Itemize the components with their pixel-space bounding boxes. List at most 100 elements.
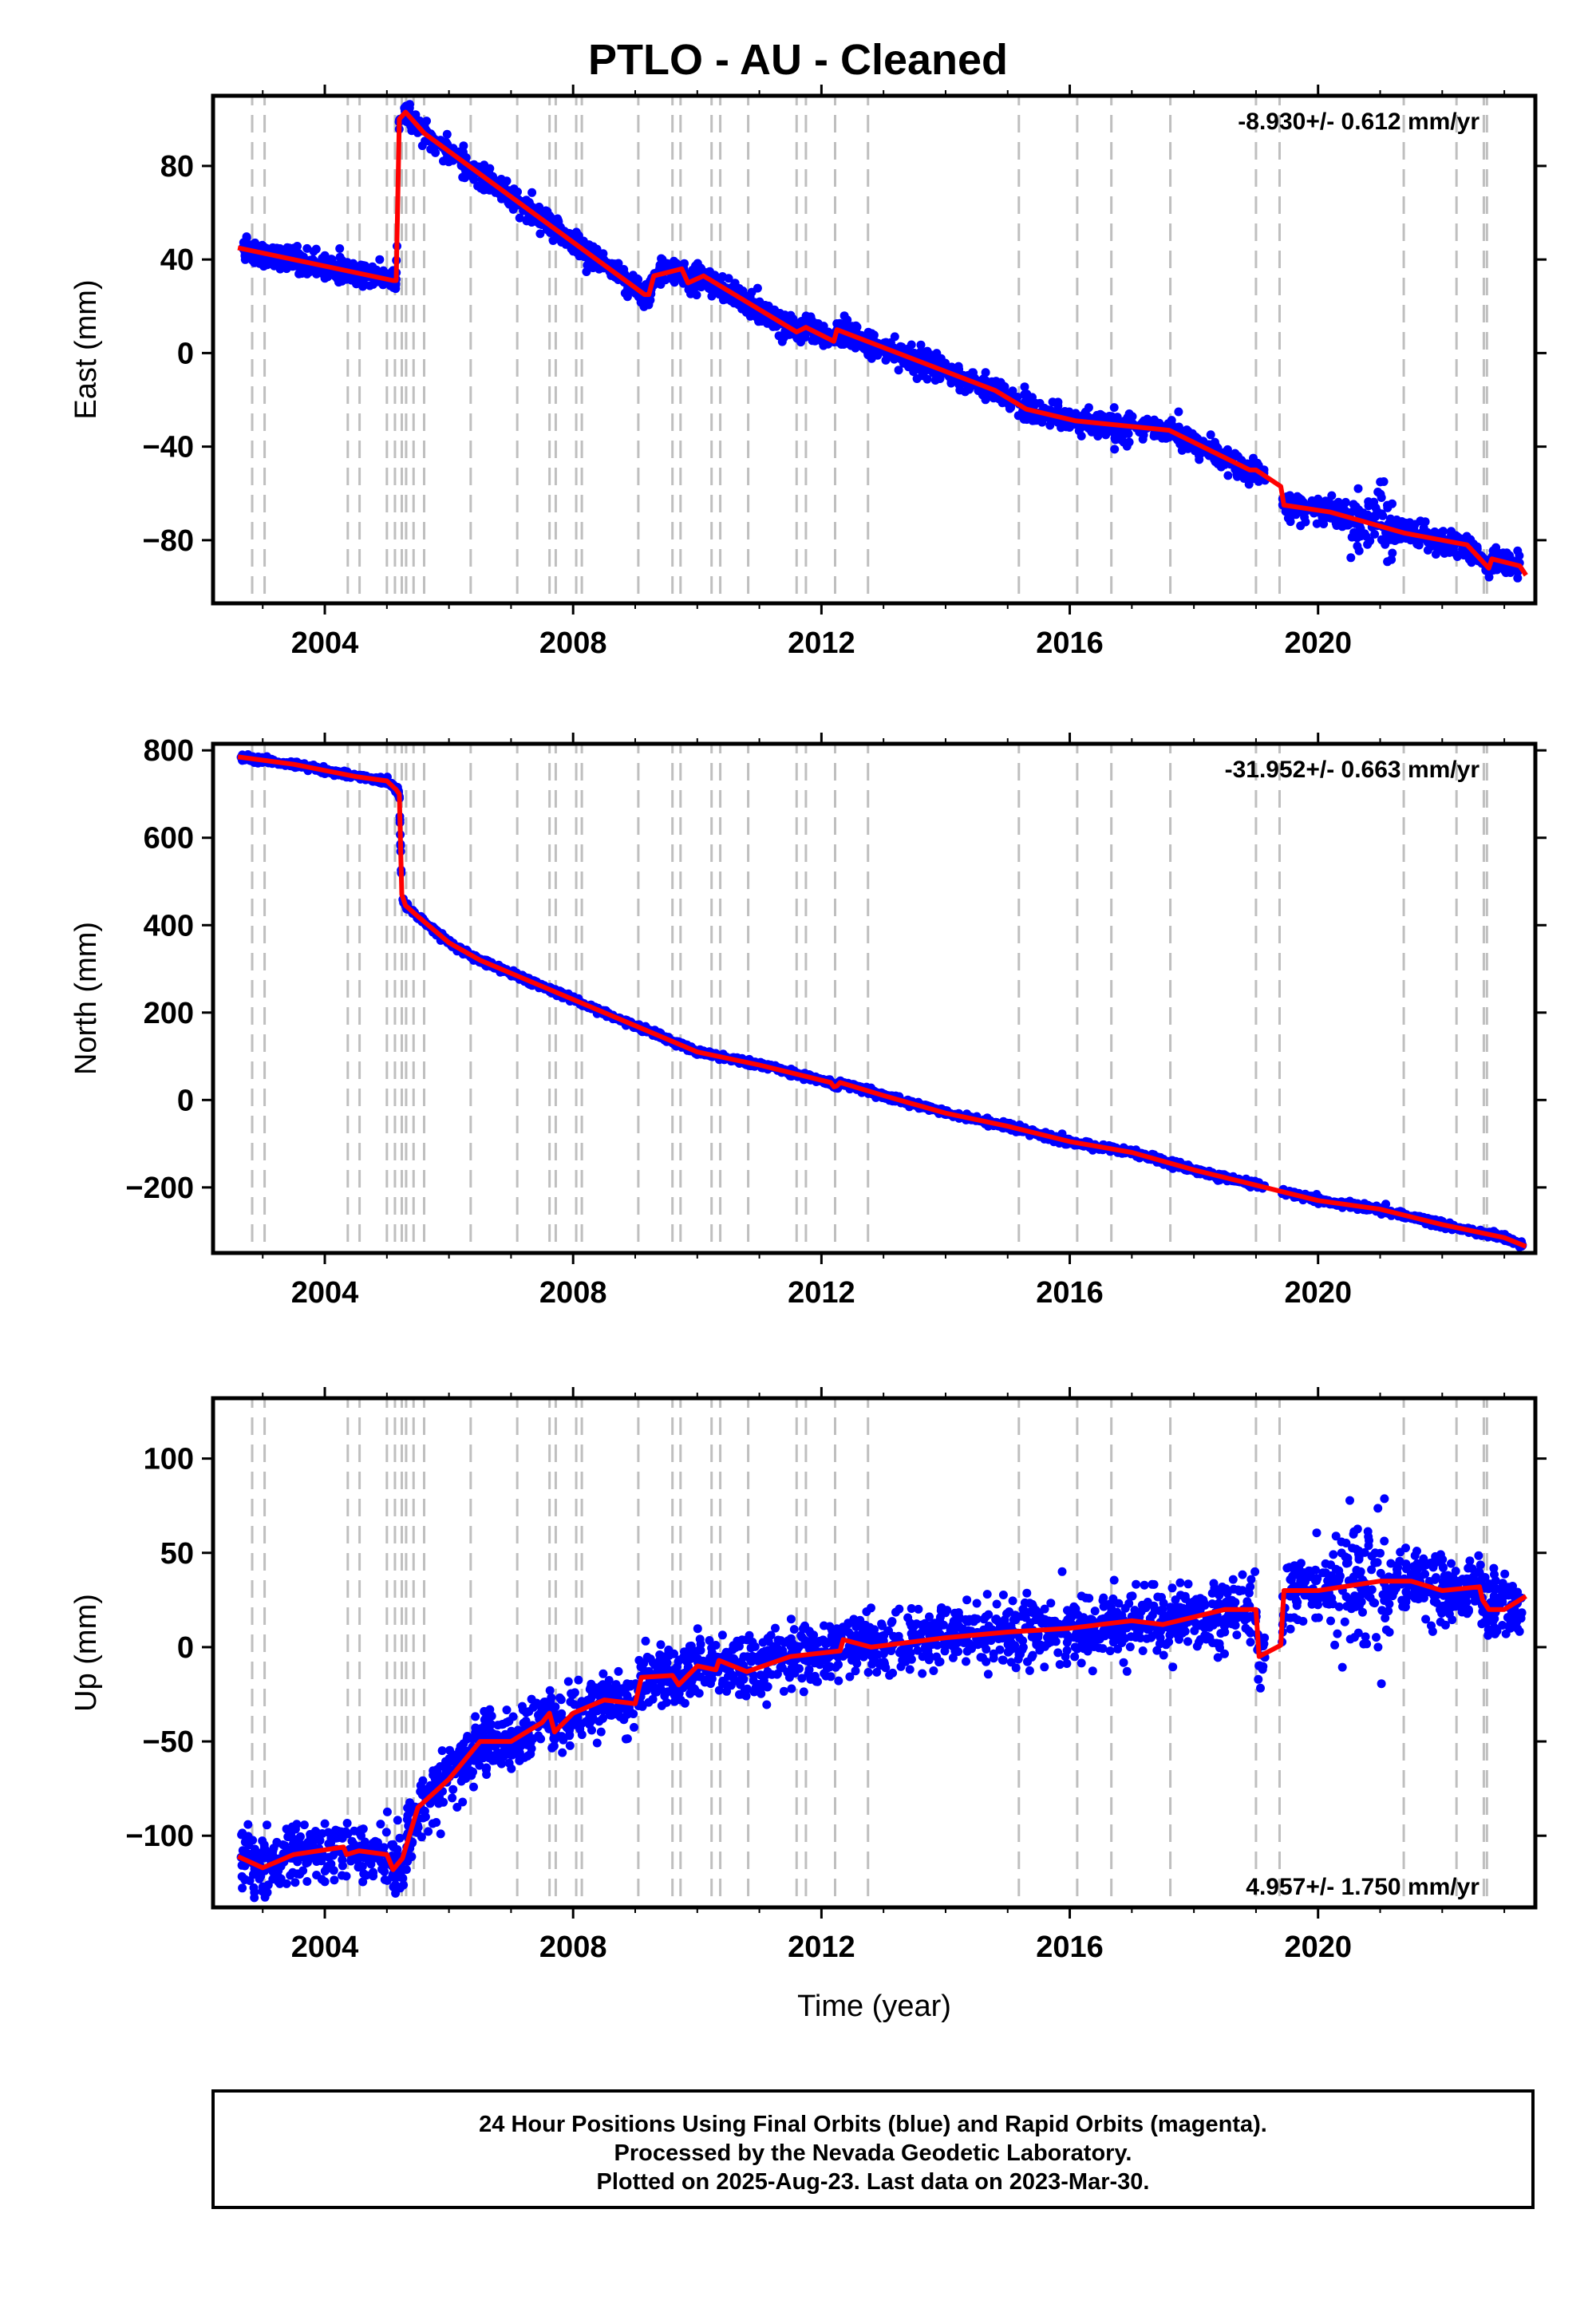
data-point: [736, 299, 745, 309]
data-point: [473, 181, 483, 191]
data-point: [417, 141, 427, 151]
data-point: [1331, 500, 1341, 509]
data-point: [1300, 512, 1310, 522]
data-point: [1138, 434, 1148, 444]
data-point: [1071, 409, 1080, 418]
data-point: [1246, 475, 1255, 484]
data-point: [922, 346, 932, 356]
data-point: [1045, 421, 1055, 430]
data-point: [1161, 433, 1171, 443]
data-point: [1128, 412, 1137, 421]
y-tick-label: −40: [143, 431, 194, 464]
data-point: [1183, 444, 1192, 453]
north-plot-area: [236, 744, 1527, 1253]
data-point: [502, 176, 512, 186]
data-point: [1048, 397, 1057, 407]
data-point: [1174, 407, 1183, 417]
data-point: [734, 284, 744, 293]
data-point: [1321, 496, 1330, 506]
data-point: [389, 283, 398, 292]
data-point: [1206, 430, 1215, 440]
data-point: [1400, 518, 1410, 528]
data-point: [552, 215, 562, 224]
data-point: [585, 257, 594, 266]
data-point: [851, 343, 860, 353]
data-point: [1312, 519, 1321, 528]
data-point: [504, 200, 514, 209]
data-point: [1491, 565, 1499, 575]
data-point: [1381, 539, 1390, 549]
data-point: [1223, 471, 1233, 480]
data-point: [302, 269, 312, 279]
data-point: [1286, 512, 1295, 522]
data-point: [918, 364, 927, 373]
x-tick-label: 2012: [788, 626, 855, 660]
data-point: [1231, 464, 1240, 474]
data-point: [582, 267, 591, 276]
data-point: [240, 238, 250, 247]
data-point: [717, 272, 727, 281]
data-point: [1423, 545, 1432, 555]
data-point: [1447, 527, 1456, 536]
data-point: [622, 292, 632, 302]
data-point: [285, 243, 294, 253]
data-point: [895, 342, 905, 351]
data-point: [1431, 550, 1440, 559]
data-point: [1387, 555, 1396, 564]
data-point: [459, 141, 468, 151]
east-plot-area: [237, 96, 1528, 603]
data-point: [1439, 527, 1448, 536]
data-point: [989, 393, 998, 403]
data-point: [1383, 500, 1392, 510]
data-point: [1363, 539, 1373, 549]
data-point: [515, 213, 524, 223]
data-point: [288, 262, 298, 271]
data-point: [311, 244, 321, 254]
data-point: [1361, 532, 1371, 541]
data-point: [869, 330, 879, 340]
data-point: [768, 307, 778, 316]
data-point: [1464, 551, 1473, 560]
data-point: [1364, 501, 1373, 511]
data-point: [809, 319, 819, 328]
north-observations: [236, 750, 1527, 1251]
data-point: [442, 129, 452, 139]
data-point: [320, 270, 330, 279]
data-point: [631, 276, 640, 286]
data-point: [335, 244, 345, 253]
data-point: [1388, 548, 1397, 558]
y-tick-label: −80: [143, 524, 194, 558]
data-point: [1488, 546, 1498, 555]
east-model-line: [237, 109, 1528, 577]
data-point: [1296, 521, 1306, 531]
data-point: [1354, 546, 1364, 555]
data-point: [375, 255, 385, 264]
data-point: [263, 260, 272, 270]
chart-title: PTLO - AU - Cleaned: [587, 36, 1009, 84]
data-point: [1332, 521, 1341, 530]
data-point: [1149, 417, 1159, 426]
data-point: [1000, 382, 1009, 391]
data-point: [1109, 403, 1119, 413]
data-point: [693, 259, 702, 268]
data-point: [918, 371, 927, 381]
data-point: [1111, 435, 1120, 445]
data-point: [728, 283, 737, 291]
data-point: [441, 137, 451, 147]
data-point: [338, 276, 346, 286]
data-point: [636, 298, 646, 307]
y-tick-label: 40: [160, 243, 194, 277]
panel-north: 2004 2008 2012 2016 2020−2000200400600800Nor…: [69, 733, 1547, 1310]
data-point: [1409, 524, 1419, 533]
data-point: [1195, 451, 1203, 460]
data-point: [839, 311, 849, 321]
data-point: [890, 332, 899, 342]
data-point: [1499, 548, 1508, 558]
data-point: [658, 255, 667, 264]
x-tick-label: 2008: [539, 626, 607, 660]
data-point: [1513, 546, 1523, 555]
data-point: [1347, 532, 1357, 542]
data-point: [978, 390, 987, 400]
